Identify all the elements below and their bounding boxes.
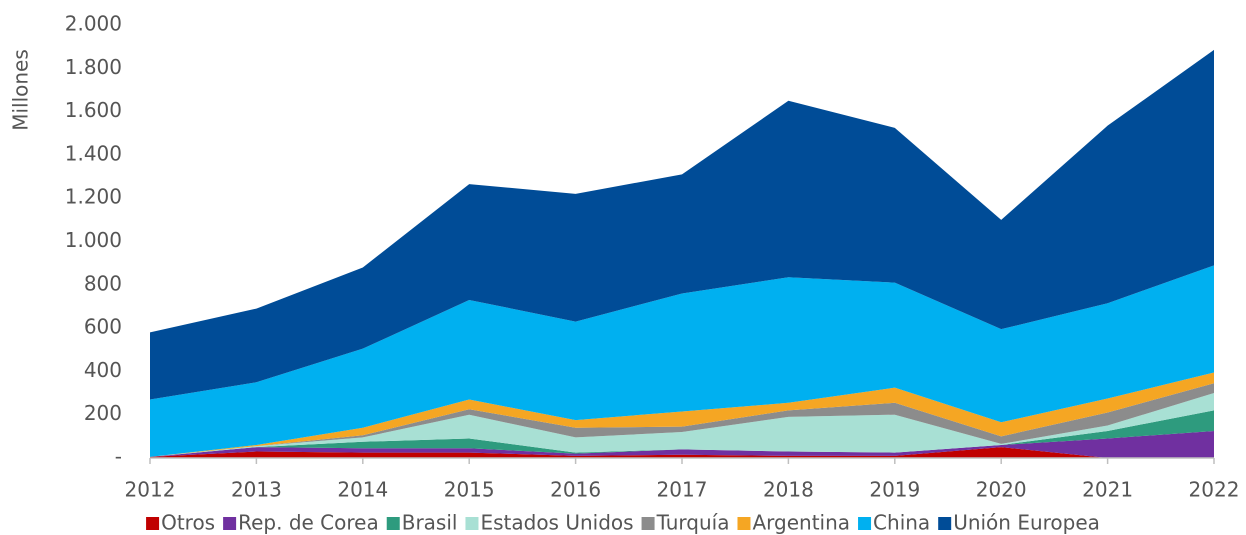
legend: Otros Rep. de Corea Brasil Estados Unidos Tu…: [146, 511, 1100, 535]
area: [150, 393, 1214, 457]
legend-label: Turquía: [656, 511, 730, 535]
y-tick-label: 1.000: [65, 228, 122, 252]
legend-label: Brasil: [402, 511, 458, 535]
x-tick-label: 2020: [976, 478, 1027, 502]
x-tick-label: 2017: [657, 478, 708, 502]
legend-swatch: [146, 517, 160, 530]
y-tick-label: 2.000: [65, 12, 122, 36]
area: [150, 410, 1214, 457]
legend-swatch: [938, 517, 952, 530]
legend-swatch: [386, 517, 400, 530]
x-tick-label: 2022: [1189, 478, 1240, 502]
x-tick-label: 2014: [337, 478, 388, 502]
y-tick-label: 1.800: [65, 55, 122, 79]
legend-swatch: [465, 517, 479, 530]
y-tick-label: 400: [84, 358, 122, 382]
y-tick-label: -: [115, 445, 122, 469]
area: [150, 447, 1214, 458]
y-tick-label: 800: [84, 271, 122, 295]
area: [150, 265, 1214, 457]
legend-swatch: [737, 517, 751, 530]
x-tick-label: 2019: [869, 478, 920, 502]
x-tick-label: 2018: [763, 478, 814, 502]
y-tick-label: 1.600: [65, 98, 122, 122]
x-tick-label: 2021: [1082, 478, 1133, 502]
area: [150, 49, 1214, 400]
y-tick-label: 200: [84, 401, 122, 425]
x-tick-label: 2015: [444, 478, 495, 502]
legend-label: Unión Europea: [953, 511, 1100, 535]
area: [150, 430, 1214, 458]
legend-label: Estados Unidos: [480, 511, 633, 535]
x-tick-label: 2013: [231, 478, 282, 502]
x-tick-label: 2012: [125, 478, 176, 502]
legend-label: Otros: [161, 511, 215, 535]
y-axis-label: Millones: [9, 49, 33, 131]
legend-label: Rep. de Corea: [238, 511, 379, 535]
y-tick-label: 1.200: [65, 185, 122, 209]
legend-swatch: [641, 517, 655, 530]
area: [150, 372, 1214, 457]
legend-swatch: [223, 517, 237, 530]
legend-swatch: [858, 517, 872, 530]
y-tick-label: 1.400: [65, 141, 122, 165]
legend-label: Argentina: [752, 511, 850, 535]
legend-label: China: [873, 511, 930, 535]
y-tick-label: 600: [84, 315, 122, 339]
x-tick-label: 2016: [550, 478, 601, 502]
